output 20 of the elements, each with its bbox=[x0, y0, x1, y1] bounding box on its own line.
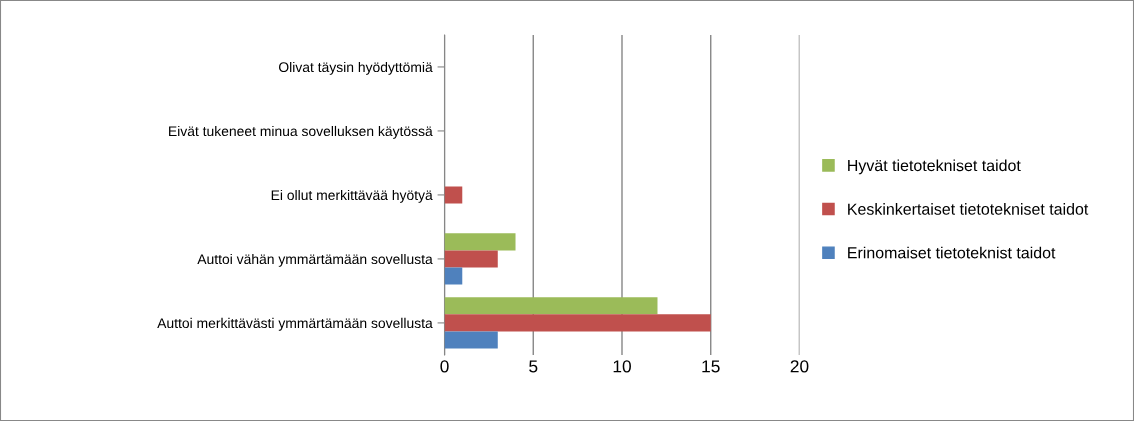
x-tick-label: 5 bbox=[529, 360, 538, 373]
bar bbox=[444, 250, 498, 268]
y-tick-label: Auttoi merkittävästi ymmärtämään sovellusta bbox=[157, 317, 433, 331]
x-tick-label: 10 bbox=[613, 360, 631, 373]
bar bbox=[444, 186, 463, 204]
x-tick-label: 0 bbox=[440, 360, 449, 373]
legend-label: Erinomaiset tietoteknist taidot bbox=[848, 246, 1056, 259]
y-tick-label: Ei ollut merkittävää hyötyä bbox=[271, 189, 433, 203]
y-tick-label: Auttoi vähän ymmärtämään sovellusta bbox=[197, 253, 433, 267]
y-tick-label: Eivät tukeneet minua sovelluksen käytössä bbox=[169, 125, 433, 139]
bar bbox=[444, 314, 711, 332]
bar bbox=[444, 233, 516, 251]
x-tick-label: 20 bbox=[790, 360, 809, 373]
legend-label: Keskinkertaiset tietotekniset taidot bbox=[848, 203, 1089, 215]
y-tick-label: Olivat täysin hyödyttömiä bbox=[279, 61, 433, 75]
x-tick-label: 15 bbox=[702, 360, 720, 373]
bar bbox=[444, 267, 463, 285]
legend-label: Hyvät tietotekniset taidot bbox=[848, 159, 1021, 175]
bar bbox=[444, 331, 498, 349]
bar bbox=[444, 297, 658, 315]
